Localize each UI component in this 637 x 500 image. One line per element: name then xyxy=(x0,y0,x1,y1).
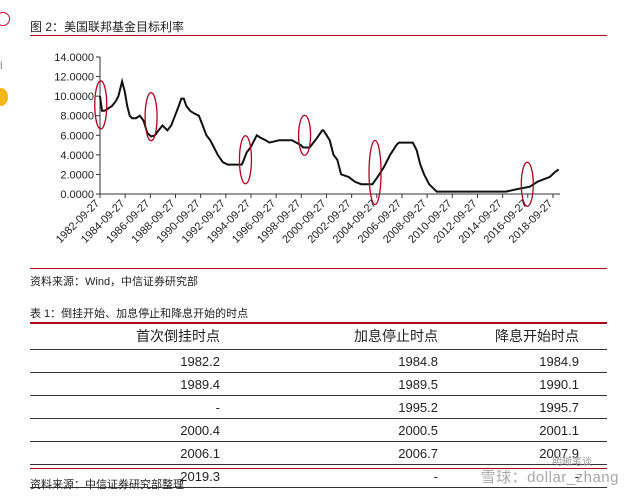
coin-icon[interactable] xyxy=(0,88,8,106)
y-tick-label: 0.0000 xyxy=(60,189,94,201)
y-tick-label: 10.0000 xyxy=(54,91,94,103)
table-row: 2019.3 - - xyxy=(30,464,607,488)
cell-cut-start: 1995.7 xyxy=(466,395,607,419)
left-edge-strip: i xyxy=(0,0,14,500)
y-tick-label: 12.0000 xyxy=(54,72,94,84)
timing-table: 首次倒挂时点 加息停止时点 降息开始时点 1982.2 1984.8 1984.… xyxy=(30,324,607,488)
cell-cut-start: 2007.9 xyxy=(466,441,607,465)
table-row: 2006.1 2006.7 2007.9 xyxy=(30,441,607,465)
y-tick-label: 14.0000 xyxy=(54,52,94,64)
cell-first-inversion: 1989.4 xyxy=(30,372,248,396)
cell-first-inversion: 2006.1 xyxy=(30,441,248,465)
figure-top-rule xyxy=(30,35,607,36)
table-bottom-rule xyxy=(30,468,607,469)
figure-bottom-rule xyxy=(30,268,607,269)
cell-first-inversion: 1982.2 xyxy=(30,349,248,373)
highlight-ellipse xyxy=(368,139,382,206)
y-tick-label: 8.0000 xyxy=(60,111,94,123)
cell-cut-start: 1984.9 xyxy=(466,349,607,373)
highlight-ellipse xyxy=(238,135,253,185)
cell-hike-stop: 2006.7 xyxy=(248,441,466,465)
fed-funds-rate-line xyxy=(99,77,560,193)
cell-hike-stop: 1995.2 xyxy=(248,395,466,419)
highlight-ellipse xyxy=(144,92,158,142)
highlight-ellipse xyxy=(94,80,108,130)
cell-first-inversion: - xyxy=(30,395,248,419)
table-row: - 1995.2 1995.7 xyxy=(30,395,607,419)
header-hike-stop: 加息停止时点 xyxy=(248,324,466,350)
figure-title: 图 2：美国联邦基金目标利率 xyxy=(30,20,185,34)
y-tick-label: 2.0000 xyxy=(60,169,94,181)
watermark-brand: 雪球：dollar_zhang xyxy=(480,469,619,486)
cell-hike-stop: - xyxy=(248,464,466,488)
figure-source: 资料来源：Wind，中信证券研究部 xyxy=(30,276,199,288)
rate-line-chart: 0.0000 2.0000 4.0000 6.0000 8.0000 10.0000 12.… xyxy=(54,52,560,246)
table-row: 2000.4 2000.5 2001.1 xyxy=(30,418,607,442)
highlight-ellipse xyxy=(520,161,534,207)
cell-hike-stop: 2000.5 xyxy=(248,418,466,442)
table-header-row: 首次倒挂时点 加息停止时点 降息开始时点 xyxy=(30,324,607,350)
cell-cut-start: - xyxy=(466,464,607,488)
header-first-inversion: 首次倒挂时点 xyxy=(30,324,248,350)
circle-icon[interactable] xyxy=(0,12,10,26)
table-top-rule xyxy=(30,322,607,324)
cell-hike-stop: 1989.5 xyxy=(248,372,466,396)
y-tick-label: 6.0000 xyxy=(60,130,94,142)
cell-cut-start: 2001.1 xyxy=(466,418,607,442)
table-row: 1982.2 1984.8 1984.9 xyxy=(30,349,607,373)
left-edge-char: i xyxy=(0,58,3,72)
cell-first-inversion: 2000.4 xyxy=(30,418,248,442)
table-row: 1989.4 1989.5 1990.1 xyxy=(30,372,607,396)
table-source: 资料来源：中信证券研究部整理 xyxy=(30,479,184,491)
cell-first-inversion: 2019.3 xyxy=(30,464,248,488)
cell-cut-start: 1990.1 xyxy=(466,372,607,396)
table-title: 表 1：倒挂开始、加息停止和降息开始的时点 xyxy=(30,308,249,320)
y-tick-label: 4.0000 xyxy=(60,150,94,162)
header-cut-start: 降息开始时点 xyxy=(466,324,607,350)
watermark-account: 明晰笔谈 xyxy=(552,457,592,468)
highlight-ellipse xyxy=(297,114,312,156)
cell-hike-stop: 1984.8 xyxy=(248,349,466,373)
